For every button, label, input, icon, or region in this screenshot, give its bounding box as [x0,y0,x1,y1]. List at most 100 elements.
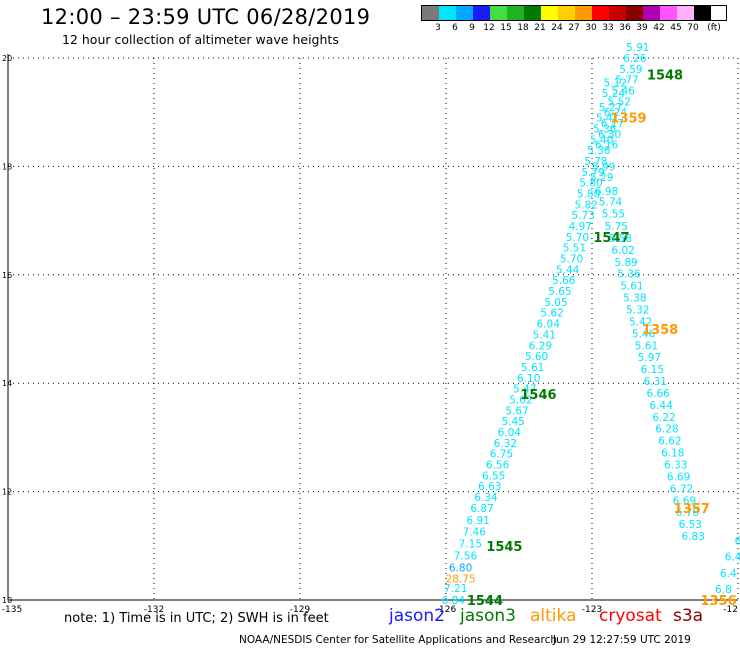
scale-swatch [609,6,626,20]
wave-height-value: 5.61 [521,362,544,374]
wave-height-value: 5.38 [623,293,646,305]
wave-height-value: 5.05 [544,297,567,309]
wave-height-value: 6.53 [679,519,702,531]
wave-height-value: 6.84 [442,595,466,607]
sat-label-s3a: s3a [673,606,704,626]
footer-credit: NOAA/NESDIS Center for Satellite Applica… [239,634,557,646]
wave-height-value: 5.45 [501,416,524,428]
wave-height-value: 6.62 [658,436,681,448]
pass-time-label: 1357 [674,502,710,517]
scale-swatch [575,6,592,20]
wave-height-value: 5.79 [581,167,604,179]
wave-height-value: 5.77 [615,75,638,87]
wave-height-value: 5.36 [593,123,617,135]
wave-height-value: 5.40 [590,134,613,146]
wave-height-value: 6.78 [676,507,699,519]
scale-swatch [439,6,456,20]
pass-time-label: 1548 [647,68,683,83]
y-tick-label: 18 [2,162,12,171]
y-tick-label: 10 [2,596,12,605]
scale-tick-label: 21 [534,23,546,33]
wave-height-value: 6.16 [595,140,619,152]
wave-height-value: 5.58 [609,233,632,245]
wave-height-value: 6 [735,535,740,547]
wave-height-value: 6.32 [494,438,517,450]
wave-height-value: 5.51 [563,243,586,255]
scale-tick-label: 45 [670,23,682,33]
wave-height-value: 5.36 [587,145,611,157]
wave-height-value: 5.24 [602,88,626,100]
scale-tick-label: 33 [602,23,614,33]
wave-height-value: 5.75 [605,221,628,233]
scale-swatch [507,6,524,20]
pass-time-label: 1547 [593,231,629,246]
wave-height-value: 6.17 [601,118,624,130]
scale-swatch [694,6,711,20]
wave-height-value: 5.74 [599,197,623,209]
wave-height-value: 6.15 [641,364,664,376]
scale-swatch [558,6,575,20]
wave-height-value: 5.42 [629,316,652,328]
wave-height-value: 5.70 [560,254,583,266]
wave-height-value: 6.69 [673,495,696,507]
x-tick-label: -126 [436,605,457,615]
wave-height-value: 6.98 [595,186,618,198]
wave-height-value: 6.4 [725,552,740,564]
scale-tick-label: 12 [483,23,495,33]
y-tick-label: 12 [2,488,12,497]
wave-height-value: 6.26 [623,53,647,65]
wave-height-value: 5.91 [626,42,649,54]
scale-unit-label: (ft) [707,23,721,33]
scale-tick-label: 6 [452,23,458,33]
wave-height-value: 5.47 [513,384,536,396]
wave-height-value: 5.82 [574,199,597,211]
wave-height-value: 6.91 [466,515,489,527]
wave-height-value: 5.61 [620,281,643,293]
wave-height-value: 5.80 [579,178,602,190]
wave-height-value: 5.70 [566,232,589,244]
scale-swatch [541,6,558,20]
scale-swatch [626,6,643,20]
wave-height-value: 5.66 [552,275,576,287]
color-scale-swatches [421,5,727,21]
wave-height-value: 6.72 [670,483,693,495]
wave-height-value: 5.67 [505,405,528,417]
scale-tick-label: 18 [517,23,529,33]
wave-height-value: 6.24 [604,107,628,119]
wave-height-value: 5.73 [572,210,595,222]
wave-height-value: 5.59 [619,64,642,76]
scale-swatch [473,6,490,20]
wave-height-value: 5.46 [611,86,635,98]
wave-height-value: 6.56 [486,460,510,472]
wave-height-value: 5.60 [525,351,548,363]
scale-swatch [677,6,694,20]
footer-timestamp: Jun 29 12:27:59 UTC 2019 [553,634,691,646]
sat-label-cryosat: cryosat [599,606,662,626]
y-tick-label: 20 [2,54,12,63]
wave-height-value: 5.27 [599,102,622,114]
chart-title: 12:00 – 23:59 UTC 06/28/2019 [41,5,371,29]
wave-height-value: 28.75 [446,573,476,585]
wave-height-value: 7.46 [463,527,487,539]
color-scale-legend: 3 6 9 12 15 18 21 24 27 30 33 36 39 42 45 70 (ft) [421,5,727,35]
y-tick-label: 16 [2,271,12,280]
sat-label-altika: altika [530,606,577,626]
scale-swatch [490,6,507,20]
wave-height-value: 5.97 [638,352,661,364]
wave-height-value: 6.63 [478,481,501,493]
sat-label-jason3: jason3 [460,606,516,626]
scale-tick-label: 15 [500,23,512,33]
wave-height-value: 5.78 [584,156,607,168]
wave-height-value: 7.21 [444,583,467,595]
wave-height-value: 5.41 [596,113,619,125]
pass-time-label: 1545 [486,540,522,555]
x-tick-label: -12 [723,605,738,615]
scale-tick-label: 70 [687,23,699,33]
wave-height-value: 6.10 [517,373,540,385]
scale-tick-label: 36 [619,23,631,33]
wave-height-value: 5.55 [602,209,625,221]
wave-height-value: 7.56 [454,551,478,563]
wave-height-value: 6.29 [529,340,552,352]
wave-height-value: 6.69 [667,471,690,483]
